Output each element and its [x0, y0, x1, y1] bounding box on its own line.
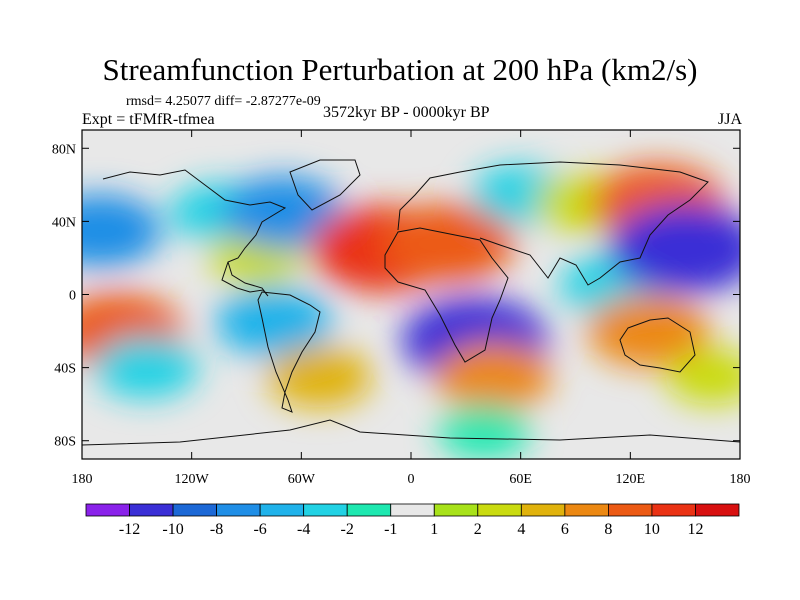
y-tick-label: 80N [52, 142, 76, 157]
coast-south-america [257, 291, 321, 413]
colorbar-label: -8 [210, 521, 223, 538]
field-anomaly [437, 404, 531, 459]
coast-africa [384, 227, 509, 363]
field-anomaly [434, 342, 552, 412]
colorbar-box [129, 503, 174, 517]
colorbar-box [651, 503, 696, 517]
field-anomaly [215, 287, 333, 357]
colorbar-box [695, 503, 740, 517]
colorbar-box [477, 503, 522, 517]
colorbar-label: 6 [561, 521, 569, 538]
colorbar-box [216, 503, 261, 517]
experiment-label: Expt = tFMfR-tfmea [82, 111, 215, 128]
colorbar-box [259, 503, 305, 517]
field-anomaly [267, 345, 372, 408]
field-anomaly [380, 203, 515, 284]
colorbar-label: 12 [687, 521, 703, 538]
colorbar-label: -12 [119, 521, 140, 538]
colorbar-box [346, 503, 392, 517]
colorbar-label: -1 [384, 521, 397, 538]
coast-australia [619, 317, 696, 373]
x-tick-label: 120E [616, 472, 646, 487]
chart-title: Streamfunction Perturbation at 200 hPa (… [102, 52, 698, 87]
coast-north-america [102, 169, 287, 297]
x-tick-label: 180 [72, 472, 93, 487]
period-label: 3572kyr BP - 0000kyr BP [323, 104, 490, 121]
x-tick-label: 60W [288, 472, 316, 487]
y-tick-label: 80S [54, 435, 76, 450]
field-anomaly [609, 203, 740, 294]
colorbar-box [608, 503, 653, 517]
axes: 80N 40N 0 40S 80S 180 120W 60W 0 60E 120E 180 [52, 130, 751, 487]
coast-greenland [289, 159, 361, 211]
colorbar-box [520, 503, 566, 517]
coast-eurasia [397, 161, 709, 286]
colorbar-label: 1 [430, 521, 438, 538]
colorbar-label: 10 [644, 521, 660, 538]
y-tick-label: 0 [69, 289, 76, 304]
colorbar-box [303, 503, 348, 517]
field-anomaly [587, 294, 710, 368]
colorbar-box [85, 503, 130, 517]
y-tick-label: 40N [52, 215, 76, 230]
field-anomaly [82, 194, 162, 267]
stats-line: rmsd= 4.25077 diff= -2.87277e-09 [126, 94, 321, 109]
field-anomaly [93, 336, 199, 399]
x-tick-label: 60E [509, 472, 532, 487]
coastlines [82, 159, 740, 446]
field-anomaly [666, 349, 740, 405]
colorbar-label: -4 [297, 521, 310, 538]
field-anomaly [221, 175, 345, 249]
colorbar-label: 2 [474, 521, 482, 538]
colorbar-box [564, 503, 609, 517]
colorbar-box [390, 503, 435, 517]
colorbar-box [172, 503, 217, 517]
colorbar-label: -10 [162, 521, 183, 538]
colorbar: -12 -10 -8 -6 -4 -2 -1 1 2 4 6 8 10 12 [85, 503, 740, 538]
season-label: JJA [717, 111, 742, 128]
colorbar-label: 4 [517, 521, 525, 538]
y-tick-label: 40S [54, 362, 76, 377]
colorbar-label: -6 [253, 521, 266, 538]
coast-antarctica [82, 419, 740, 446]
x-tick-label: 0 [408, 472, 415, 487]
colorbar-label: -2 [341, 521, 354, 538]
x-tick-label: 180 [730, 472, 751, 487]
x-tick-label: 120W [175, 472, 210, 487]
colorbar-label: 8 [604, 521, 612, 538]
colorbar-box [433, 503, 479, 517]
